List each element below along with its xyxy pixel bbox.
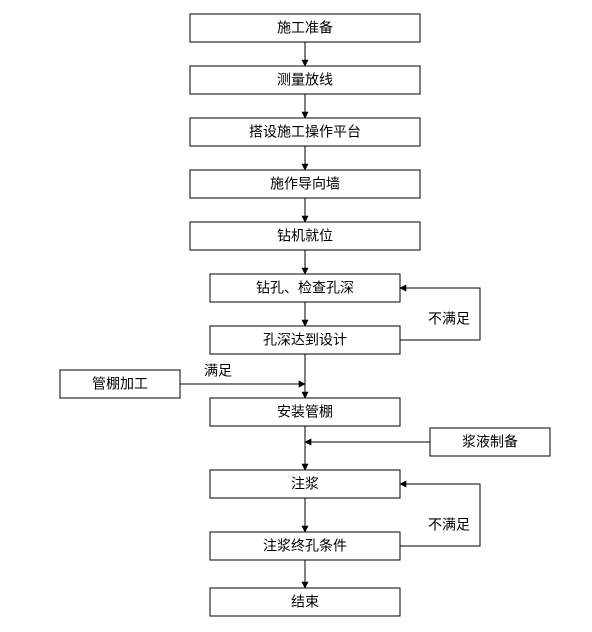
- node-n4: 施作导向墙: [190, 170, 420, 198]
- node-label-n10: 浆液制备: [462, 434, 518, 450]
- flowchart-canvas: 不满足不满足满足施工准备测量放线搭设施工操作平台施作导向墙钻机就位钻孔、检查孔深…: [0, 0, 592, 632]
- edge-label-n7-n6: 不满足: [428, 311, 470, 327]
- node-n5: 钻机就位: [190, 222, 420, 250]
- node-n8: 管棚加工: [60, 370, 180, 398]
- node-n7: 孔深达到设计: [210, 326, 400, 354]
- node-n3: 搭设施工操作平台: [190, 118, 420, 146]
- node-label-n1: 施工准备: [277, 20, 333, 36]
- node-label-n2: 测量放线: [277, 72, 333, 88]
- node-n1: 施工准备: [190, 14, 420, 42]
- node-n12: 注浆终孔条件: [210, 532, 400, 560]
- node-label-n11: 注浆: [291, 476, 319, 492]
- edge-n12-n11: [400, 484, 480, 546]
- node-label-n12: 注浆终孔条件: [263, 538, 347, 554]
- node-n10: 浆液制备: [430, 428, 550, 456]
- node-label-n5: 钻机就位: [277, 228, 333, 244]
- node-label-n4: 施作导向墙: [270, 176, 340, 192]
- node-label-n7: 孔深达到设计: [263, 332, 347, 348]
- node-label-n8: 管棚加工: [92, 376, 148, 392]
- node-n11: 注浆: [210, 470, 400, 498]
- edge-label-n12-n11: 不满足: [428, 517, 470, 533]
- node-n13: 结束: [210, 588, 400, 616]
- node-n9: 安装管棚: [210, 398, 400, 426]
- edge-label-n8-n9mid: 满足: [204, 363, 232, 379]
- node-label-n9: 安装管棚: [277, 404, 333, 420]
- node-n2: 测量放线: [190, 66, 420, 94]
- node-n6: 钻孔、检查孔深: [210, 274, 400, 302]
- node-label-n6: 钻孔、检查孔深: [256, 280, 354, 296]
- node-label-n3: 搭设施工操作平台: [249, 124, 361, 140]
- node-label-n13: 结束: [291, 594, 319, 610]
